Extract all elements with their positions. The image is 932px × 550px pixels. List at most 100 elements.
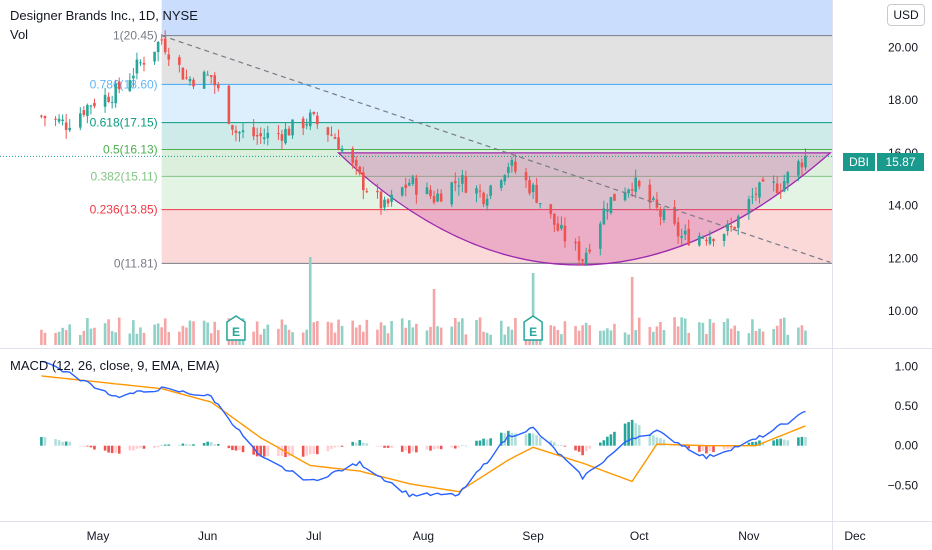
macd-histogram-bar (705, 445, 708, 454)
candle (227, 84, 231, 125)
candle (262, 128, 266, 145)
macd-histogram-bar (761, 442, 765, 446)
candle-body (117, 81, 121, 90)
price-tick-label: 12.00 (888, 251, 918, 265)
volume-bar (613, 323, 616, 345)
macd-histogram-bar (726, 445, 729, 449)
volume-bar (761, 331, 765, 345)
volume-bar (634, 330, 637, 345)
volume-bar (390, 320, 393, 345)
candle-body (528, 180, 531, 194)
volume-bar (758, 328, 761, 345)
candle (107, 92, 110, 103)
volume-bar (167, 331, 171, 345)
time-tick-label: Aug (413, 529, 434, 543)
candle (354, 156, 358, 175)
last-price-tag: 15.87 (877, 153, 924, 171)
volume-bar (305, 329, 309, 345)
macd-histogram-bar (747, 442, 751, 446)
candle (379, 190, 383, 215)
volume-bar (216, 330, 220, 345)
macd-histogram-bar (241, 445, 245, 453)
volume-bar (453, 318, 457, 345)
candle (312, 111, 316, 116)
volume-bar (139, 327, 142, 345)
volume-bar (553, 326, 556, 345)
macd-histogram-bar (185, 444, 188, 446)
macd-histogram-bar (259, 445, 263, 457)
candle-body (351, 148, 354, 163)
macd-histogram-bar (301, 445, 305, 457)
volume-bar (358, 324, 362, 345)
candle (499, 178, 503, 191)
candle-body (284, 128, 287, 144)
macd-histogram-bar (461, 445, 464, 447)
volume-bars (40, 257, 807, 345)
candle-body (89, 105, 93, 107)
candle (383, 196, 386, 211)
volume-bar (79, 334, 82, 345)
volume-bar (599, 330, 602, 345)
macd-histogram-bar (312, 445, 316, 454)
candle-body (432, 196, 436, 203)
time-tick-label: Nov (738, 529, 759, 543)
volume-bar (330, 322, 333, 345)
candle-body (93, 103, 96, 107)
candle-body (701, 237, 705, 239)
volume-bar (648, 327, 652, 345)
candle (623, 187, 627, 202)
candle (135, 52, 139, 80)
candle (662, 207, 666, 223)
volume-bar (609, 330, 613, 345)
candle (213, 72, 217, 94)
volume-bar (683, 318, 687, 345)
volume-bar (623, 332, 627, 345)
candle-body (804, 156, 807, 168)
candle-body (507, 166, 510, 174)
candle (482, 191, 485, 208)
fib-band-extension (161, 0, 832, 36)
candle (708, 230, 712, 246)
candle (358, 165, 362, 176)
candle (206, 70, 209, 76)
candle (648, 179, 652, 210)
macd-histogram-bar (110, 445, 114, 454)
volume-bar (712, 322, 715, 345)
volume-bar (110, 331, 114, 345)
candle-body (553, 213, 556, 225)
volume-bar (698, 322, 701, 345)
macd-histogram-bar (107, 445, 110, 453)
macd-histogram-bar (386, 445, 390, 448)
macd-histogram-bar (503, 433, 507, 446)
candle-body (188, 78, 192, 82)
candle-body (662, 210, 666, 221)
macd-histogram-bar (602, 440, 606, 446)
macd-histogram-bar (779, 438, 783, 446)
candle-body (514, 161, 517, 172)
macd-histogram-bar (772, 440, 775, 446)
currency-button[interactable]: USD (887, 4, 925, 26)
fib-level-label: 0.5(16.13) (103, 142, 158, 156)
volume-bar (365, 319, 369, 345)
macd-histogram-bar (804, 437, 807, 446)
volume-bar (89, 328, 93, 345)
macd-histogram-bar (192, 444, 195, 446)
candle-body (213, 75, 217, 86)
volume-bar (43, 332, 47, 345)
candle-body (782, 181, 786, 192)
candle-body (383, 199, 386, 208)
candle (404, 177, 408, 197)
fib-band (161, 209, 832, 264)
macd-histogram-bar (135, 445, 139, 449)
candle (192, 77, 195, 90)
candle-body (308, 112, 312, 127)
macd-histogram-bar (524, 434, 528, 446)
candle (637, 179, 641, 190)
volume-bar (461, 318, 464, 345)
candle (266, 125, 270, 146)
candle-body (729, 226, 733, 228)
candle (782, 174, 786, 193)
volume-bar (202, 320, 206, 345)
volume-bar (277, 328, 280, 345)
candle (362, 166, 365, 200)
